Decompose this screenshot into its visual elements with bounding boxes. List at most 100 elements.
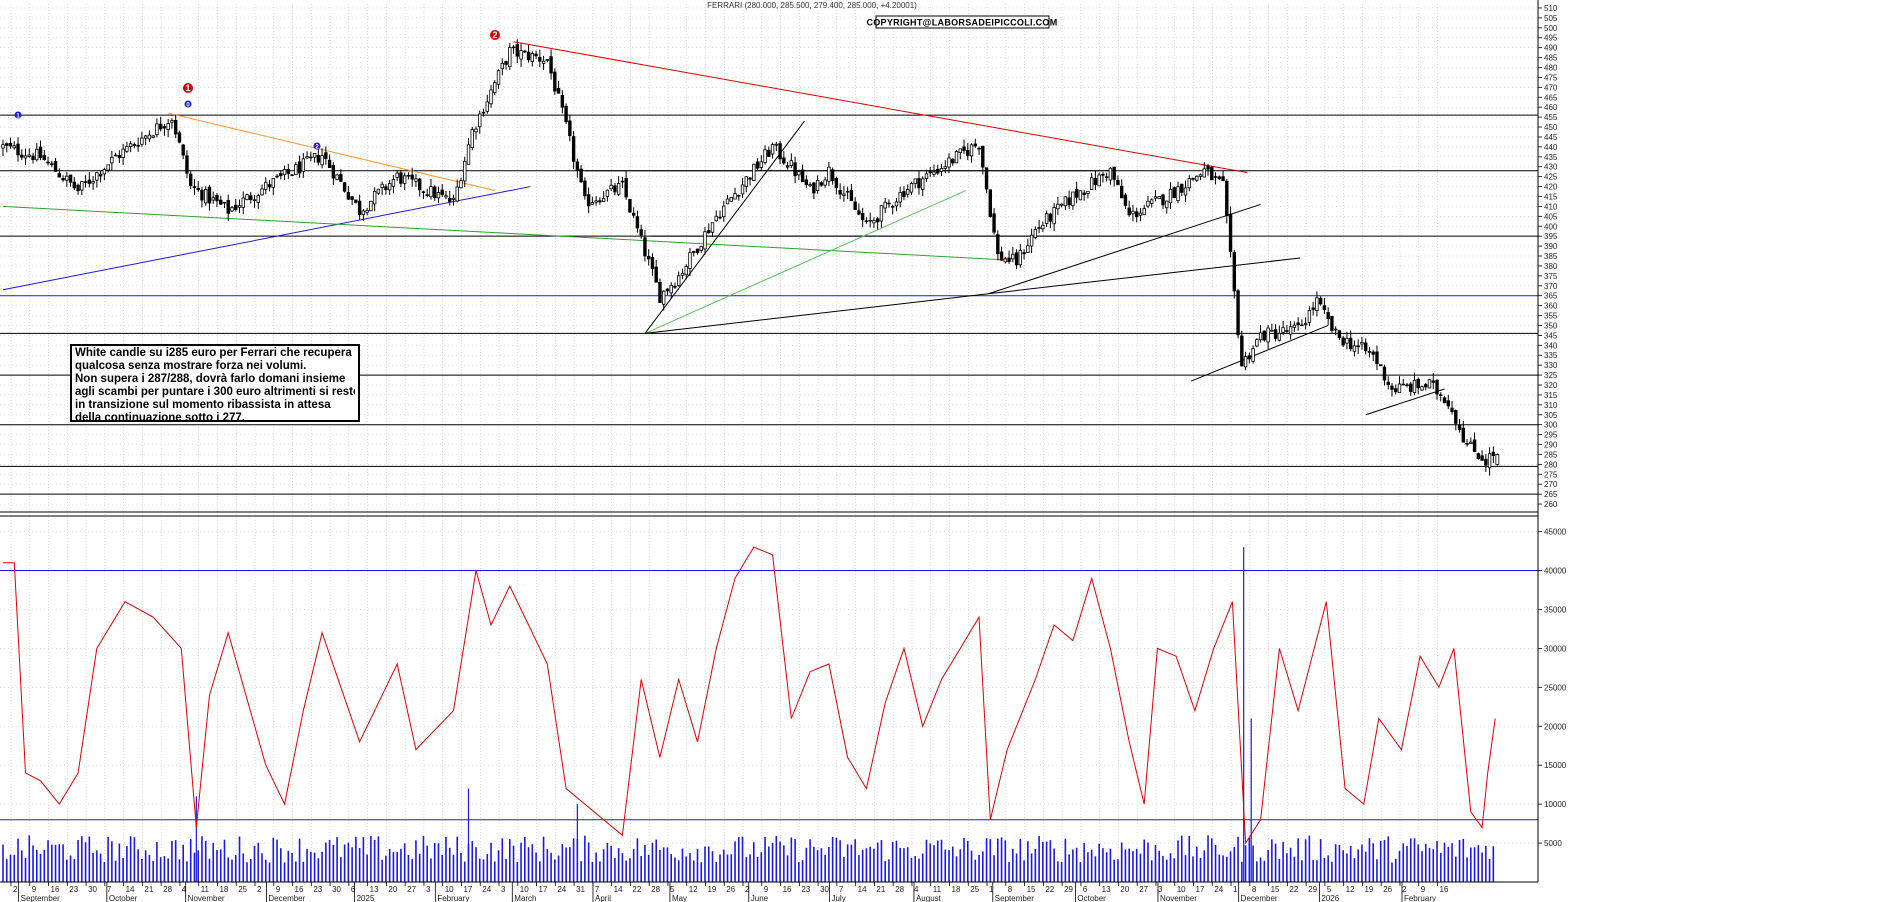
candle-body (830, 169, 835, 182)
price-tick-label: 320 (1544, 381, 1558, 390)
candle-body (1202, 168, 1206, 178)
volume-tick-label: 30000 (1544, 644, 1567, 653)
candle-body (680, 272, 685, 276)
candle-body (1424, 384, 1428, 388)
candle-body (1469, 441, 1473, 445)
candle-body (275, 175, 279, 178)
candle-body (508, 47, 512, 68)
day-tick-label: 17 (463, 885, 472, 894)
candle-body (387, 183, 392, 191)
candle-body (864, 220, 869, 222)
candle-body (1232, 252, 1237, 292)
day-tick-label: 10 (1177, 885, 1186, 894)
day-tick-label: 30 (820, 885, 829, 894)
candle-body (1048, 213, 1053, 222)
candle-body (692, 251, 696, 253)
candle-body (785, 165, 790, 168)
candle-body (290, 174, 294, 176)
candle-body (677, 275, 681, 286)
candle-body (996, 234, 1000, 255)
candle-body (346, 192, 351, 200)
candle-body (1026, 245, 1030, 253)
candle-body (1082, 192, 1086, 195)
candle-body (1318, 297, 1323, 305)
candle-body (5, 143, 9, 146)
candle-body (372, 190, 377, 205)
candle-body (936, 168, 940, 174)
candle-body (402, 175, 407, 184)
candle-body (1446, 400, 1450, 407)
candle-body (1228, 213, 1233, 252)
day-tick-label: 12 (689, 885, 698, 894)
candle-body (305, 156, 309, 159)
candle-body (628, 199, 632, 213)
candle-body (68, 174, 73, 183)
price-tick-label: 510 (1544, 4, 1558, 13)
candle-body (72, 181, 77, 189)
candle-body (301, 158, 306, 172)
price-tick-label: 295 (1544, 431, 1558, 440)
day-tick-label: 20 (388, 885, 397, 894)
candle-body (1063, 196, 1068, 207)
day-tick-label: 21 (144, 885, 153, 894)
candle-body (106, 164, 110, 171)
candle-body (827, 166, 831, 182)
candle-body (1431, 380, 1435, 383)
candle-body (170, 120, 174, 123)
candle-body (1195, 175, 1199, 181)
chart-title: FERRARI (280.000, 285.500, 279.400, 285.… (707, 1, 917, 10)
day-tick-label: 4 (182, 885, 187, 894)
candle-body (399, 172, 403, 184)
day-tick-label: 4 (914, 885, 919, 894)
candle-body (267, 184, 272, 188)
price-tick-label: 375 (1544, 272, 1558, 281)
candle-body (365, 209, 369, 213)
candle-body (1416, 378, 1420, 389)
candle-body (451, 197, 456, 201)
candle-body (1364, 342, 1368, 352)
candle-body (95, 172, 99, 181)
day-tick-label: 30 (332, 885, 341, 894)
candle-body (1097, 174, 1101, 187)
marker-1: 1 (183, 83, 193, 93)
candle-body (279, 173, 283, 177)
day-tick-label: 22 (1045, 885, 1054, 894)
candle-body (478, 113, 482, 128)
price-tick-label: 365 (1544, 292, 1558, 301)
candle-body (921, 178, 925, 190)
copyright-box: COPYRIGHT@LABORSADEIPICCOLI.COM (866, 15, 1057, 29)
price-tick-label: 325 (1544, 371, 1558, 380)
candle-body (448, 198, 452, 202)
candle-body (1011, 253, 1015, 260)
day-tick-label: 18 (952, 885, 961, 894)
candle-body (988, 189, 993, 217)
candle-body (966, 149, 970, 156)
candle-body (1371, 351, 1375, 355)
price-tick-label: 465 (1544, 93, 1558, 102)
candle-body (815, 179, 820, 191)
month-label: July (831, 894, 845, 902)
candle-body (1333, 328, 1338, 331)
candle-body (913, 178, 917, 185)
candle-body (42, 155, 46, 161)
candle-body (534, 53, 538, 57)
candle-body (1315, 297, 1319, 311)
trend-line-orange (168, 112, 495, 192)
candle-body (1119, 185, 1124, 199)
candle-body (339, 174, 343, 182)
candle-body (252, 199, 257, 202)
candle-body (173, 119, 178, 135)
candle-body (1135, 211, 1139, 218)
day-tick-label: 15 (1271, 885, 1280, 894)
price-tick-label: 340 (1544, 341, 1558, 350)
price-tick-label: 265 (1544, 490, 1558, 499)
price-tick-label: 310 (1544, 401, 1558, 410)
day-tick-label: 28 (895, 885, 904, 894)
candle-body (1394, 388, 1398, 393)
day-tick-label: 2 (1402, 885, 1407, 894)
candle-body (417, 178, 422, 191)
price-tick-label: 450 (1544, 123, 1558, 132)
candle-body (57, 173, 62, 178)
candle-body (125, 145, 129, 152)
day-tick-label: 5 (670, 885, 675, 894)
